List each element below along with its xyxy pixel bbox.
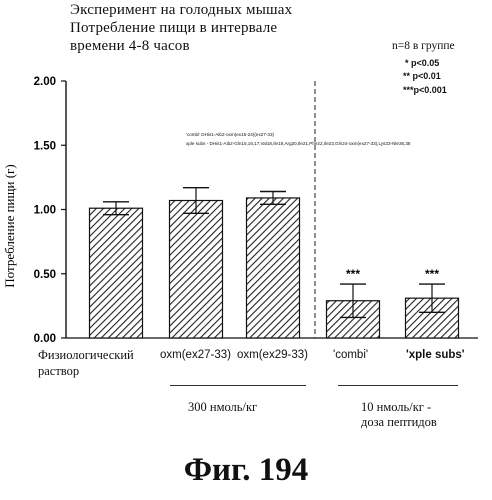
significance-marker: *** — [425, 267, 439, 281]
y-axis-label: Потребление пищи (г) — [2, 164, 17, 287]
bar — [170, 201, 223, 338]
y-tick-label: 0.00 — [34, 333, 56, 345]
bar — [247, 198, 300, 338]
x-label-xple-subs: 'xple subs' — [406, 349, 465, 361]
bars: *** *** — [90, 81, 459, 338]
bar — [90, 208, 143, 338]
group-label-300: 300 нмоль/кг — [188, 400, 257, 415]
x-label-combi: 'combi' — [333, 349, 368, 361]
group-label-10-line2: доза пептидов — [361, 415, 437, 430]
y-tick-label: 1.50 — [34, 140, 56, 152]
x-label-saline-line1: Физиологический — [38, 348, 134, 363]
group-underline-right — [338, 385, 458, 386]
significance-marker: *** — [346, 267, 360, 281]
group-label-10-line1: 10 нмоль/кг - — [361, 400, 431, 415]
y-tick-label: 2.00 — [34, 76, 56, 88]
x-label-oxm-27-33: oxm(ex27-33) — [160, 349, 231, 361]
x-label-oxm-29-33: oxm(ex29-33) — [237, 349, 308, 361]
x-label-saline-line2: раствор — [38, 364, 79, 379]
y-tick-label: 0.50 — [34, 269, 56, 281]
y-tick-label: 1.00 — [34, 205, 56, 217]
figure-label: Фиг. 194 — [0, 452, 492, 489]
group-underline-left — [170, 385, 306, 386]
